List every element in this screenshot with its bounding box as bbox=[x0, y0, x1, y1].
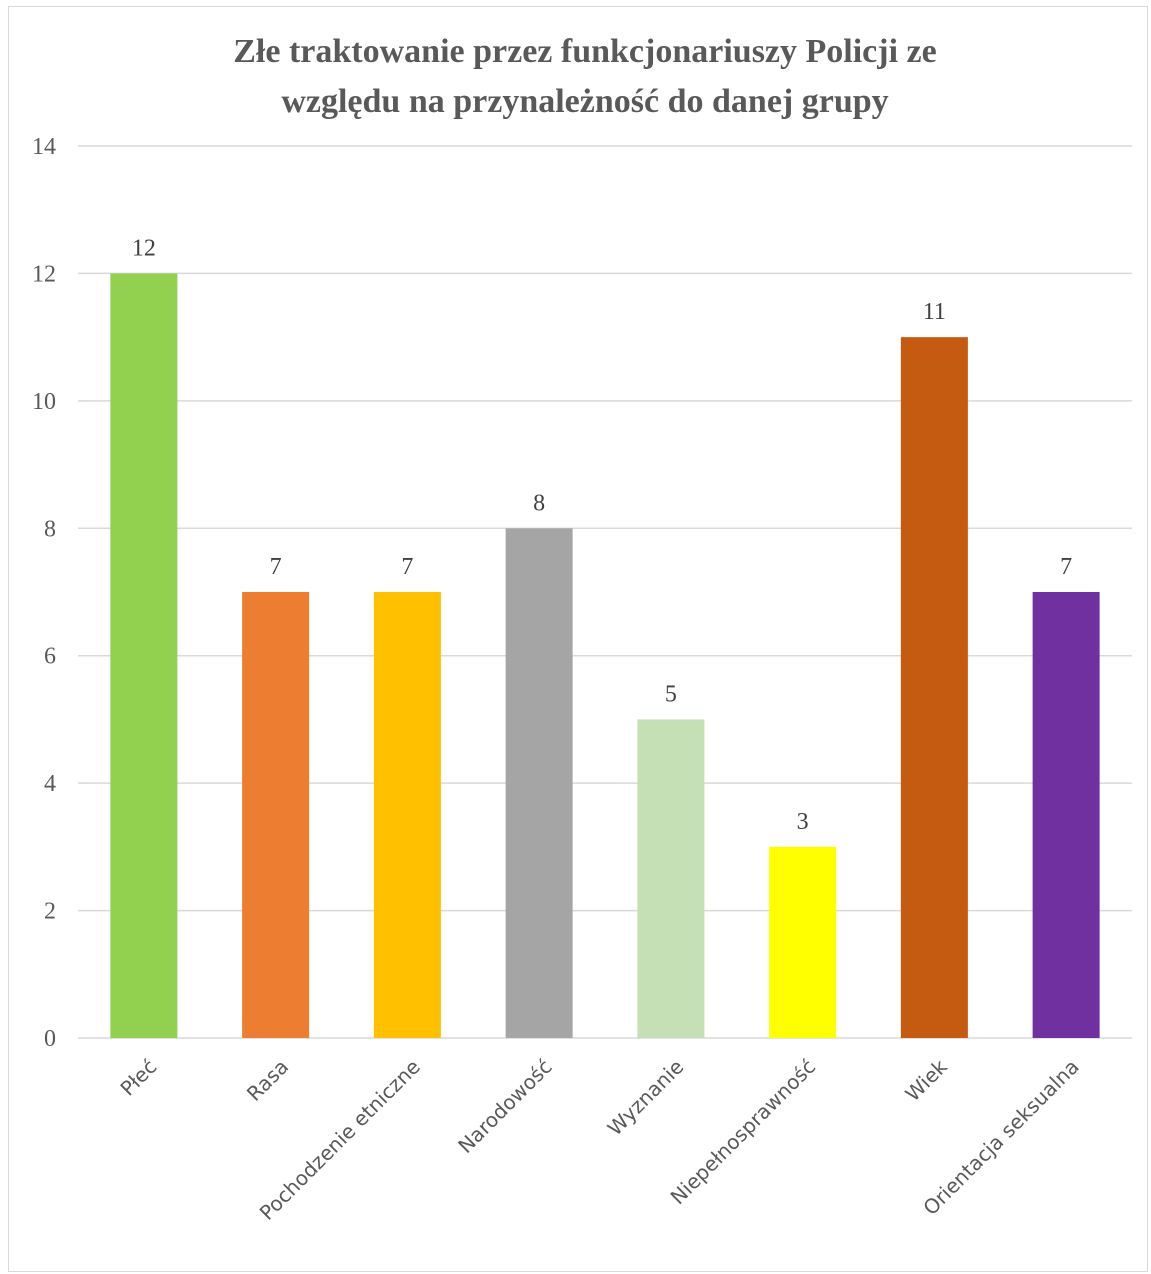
data-label: 7 bbox=[1060, 554, 1072, 580]
y-tick-label: 10 bbox=[32, 389, 56, 415]
data-labels: 12 7 7 8 5 3 11 7 bbox=[132, 235, 1072, 834]
data-label: 8 bbox=[533, 490, 545, 516]
chart-title-line-1: Złe traktowanie przez funkcjonariuszy Po… bbox=[233, 33, 936, 70]
chart-title-line-2: względu na przynależność do danej grupy bbox=[281, 83, 888, 120]
bar-1 bbox=[242, 592, 310, 1038]
bar-6 bbox=[900, 337, 968, 1039]
bar-5 bbox=[769, 846, 837, 1038]
bar-7 bbox=[1032, 592, 1100, 1038]
x-tick-label: Niepełnosprawność bbox=[666, 1055, 821, 1210]
y-tick-label: 8 bbox=[44, 516, 56, 542]
x-tick-label: Wiek bbox=[900, 1054, 952, 1106]
x-tick-label: Narodowość bbox=[453, 1055, 556, 1158]
data-label: 7 bbox=[270, 554, 282, 580]
y-tick-label: 4 bbox=[44, 771, 56, 797]
x-tick-label: Wyznanie bbox=[603, 1055, 689, 1141]
bars bbox=[110, 273, 1100, 1039]
data-label: 7 bbox=[401, 554, 413, 580]
data-label: 3 bbox=[797, 809, 809, 835]
y-tick-label: 2 bbox=[44, 899, 56, 925]
y-axis-ticks: 0 2 4 6 8 10 12 14 bbox=[32, 134, 56, 1052]
y-tick-label: 6 bbox=[44, 644, 56, 670]
bar-3 bbox=[505, 528, 573, 1038]
y-tick-label: 0 bbox=[44, 1026, 56, 1052]
data-label: 5 bbox=[665, 681, 677, 707]
bar-2 bbox=[373, 592, 441, 1038]
y-tick-label: 14 bbox=[32, 134, 56, 160]
bar-0 bbox=[110, 273, 178, 1038]
chart-frame bbox=[8, 6, 1148, 1272]
bar-4 bbox=[637, 719, 705, 1038]
data-label: 11 bbox=[923, 299, 946, 325]
y-tick-label: 12 bbox=[32, 261, 56, 287]
x-tick-label: Rasa bbox=[242, 1055, 293, 1106]
data-label: 12 bbox=[132, 235, 156, 261]
x-tick-label: Płeć bbox=[115, 1055, 161, 1101]
gridlines bbox=[78, 145, 1132, 1039]
